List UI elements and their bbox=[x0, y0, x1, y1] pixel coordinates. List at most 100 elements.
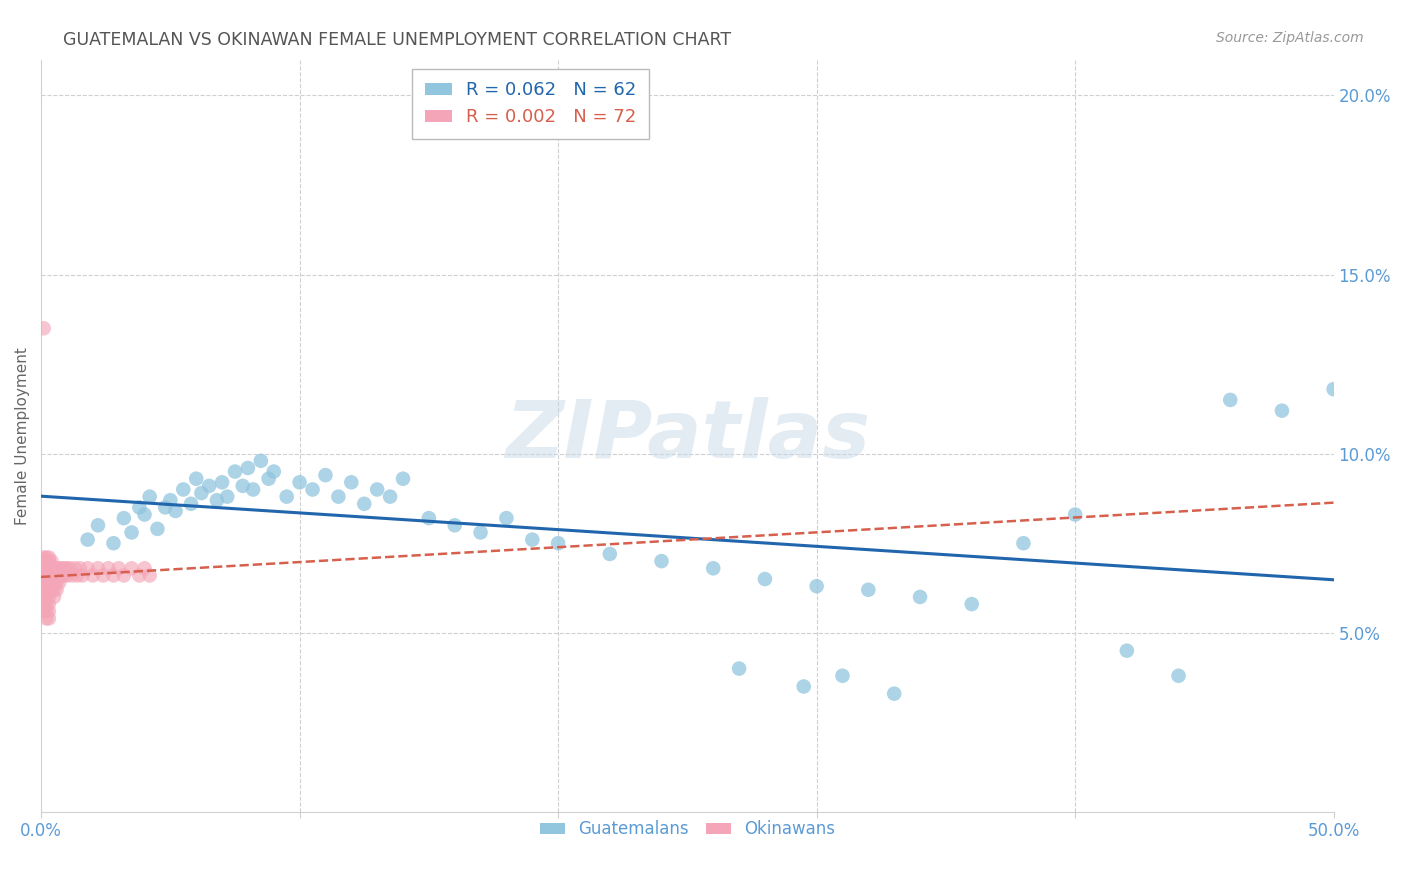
Point bbox=[72, 568, 94, 582]
Point bbox=[38, 597, 60, 611]
Point bbox=[51, 561, 73, 575]
Legend: Guatemalans, Okinawans: Guatemalans, Okinawans bbox=[533, 814, 842, 845]
Point bbox=[35, 561, 58, 575]
Point bbox=[224, 465, 246, 479]
Point bbox=[41, 568, 63, 582]
Point bbox=[250, 454, 273, 468]
Point bbox=[35, 590, 58, 604]
Point bbox=[754, 572, 776, 586]
Point bbox=[522, 533, 544, 547]
Point bbox=[32, 561, 55, 575]
Point bbox=[91, 568, 114, 582]
Point bbox=[82, 568, 104, 582]
Point bbox=[42, 590, 65, 604]
Point bbox=[547, 536, 569, 550]
Point bbox=[41, 554, 63, 568]
Point bbox=[392, 472, 415, 486]
Point bbox=[45, 582, 67, 597]
Point bbox=[63, 561, 86, 575]
Point bbox=[702, 561, 724, 575]
Point bbox=[728, 662, 751, 676]
Point bbox=[32, 565, 55, 579]
Point bbox=[263, 465, 285, 479]
Point bbox=[205, 493, 228, 508]
Text: GUATEMALAN VS OKINAWAN FEMALE UNEMPLOYMENT CORRELATION CHART: GUATEMALAN VS OKINAWAN FEMALE UNEMPLOYME… bbox=[63, 31, 731, 49]
Point bbox=[180, 497, 202, 511]
Point bbox=[153, 500, 176, 515]
Point bbox=[53, 568, 76, 582]
Point bbox=[128, 500, 150, 515]
Point bbox=[159, 493, 181, 508]
Point bbox=[314, 468, 336, 483]
Point bbox=[58, 561, 80, 575]
Point bbox=[87, 561, 110, 575]
Point bbox=[97, 561, 120, 575]
Point bbox=[66, 568, 89, 582]
Point bbox=[32, 572, 55, 586]
Point bbox=[48, 575, 70, 590]
Point bbox=[288, 475, 311, 490]
Point bbox=[35, 597, 58, 611]
Point bbox=[32, 597, 55, 611]
Point bbox=[32, 550, 55, 565]
Point bbox=[858, 582, 880, 597]
Point bbox=[172, 483, 194, 497]
Point bbox=[32, 590, 55, 604]
Point bbox=[138, 490, 160, 504]
Point bbox=[138, 568, 160, 582]
Point bbox=[32, 579, 55, 593]
Point bbox=[276, 490, 298, 504]
Text: ZIPatlas: ZIPatlas bbox=[505, 397, 870, 475]
Point bbox=[41, 582, 63, 597]
Point bbox=[35, 611, 58, 625]
Point bbox=[128, 568, 150, 582]
Point bbox=[42, 582, 65, 597]
Point bbox=[42, 561, 65, 575]
Point bbox=[443, 518, 465, 533]
Point bbox=[242, 483, 264, 497]
Point bbox=[257, 472, 280, 486]
Point bbox=[107, 561, 129, 575]
Point bbox=[56, 561, 79, 575]
Point bbox=[38, 550, 60, 565]
Point bbox=[53, 561, 76, 575]
Point bbox=[121, 561, 143, 575]
Point bbox=[217, 490, 239, 504]
Point bbox=[190, 486, 212, 500]
Point bbox=[45, 575, 67, 590]
Point bbox=[35, 575, 58, 590]
Point bbox=[87, 518, 110, 533]
Point bbox=[38, 604, 60, 618]
Point bbox=[960, 597, 983, 611]
Point bbox=[38, 590, 60, 604]
Point bbox=[1271, 403, 1294, 417]
Point bbox=[366, 483, 388, 497]
Point bbox=[146, 522, 169, 536]
Point bbox=[340, 475, 363, 490]
Point bbox=[103, 568, 125, 582]
Point bbox=[301, 483, 323, 497]
Point bbox=[35, 604, 58, 618]
Point bbox=[42, 575, 65, 590]
Point bbox=[32, 582, 55, 597]
Point bbox=[32, 554, 55, 568]
Point bbox=[69, 561, 91, 575]
Point bbox=[198, 479, 221, 493]
Point bbox=[35, 554, 58, 568]
Point bbox=[56, 568, 79, 582]
Point bbox=[35, 582, 58, 597]
Point bbox=[38, 554, 60, 568]
Point bbox=[48, 561, 70, 575]
Point bbox=[38, 611, 60, 625]
Point bbox=[32, 321, 55, 335]
Point bbox=[38, 582, 60, 597]
Point bbox=[134, 508, 156, 522]
Point bbox=[232, 479, 254, 493]
Point bbox=[51, 568, 73, 582]
Point bbox=[418, 511, 440, 525]
Point bbox=[76, 533, 98, 547]
Point bbox=[48, 568, 70, 582]
Point bbox=[42, 568, 65, 582]
Point bbox=[165, 504, 187, 518]
Point bbox=[1167, 669, 1189, 683]
